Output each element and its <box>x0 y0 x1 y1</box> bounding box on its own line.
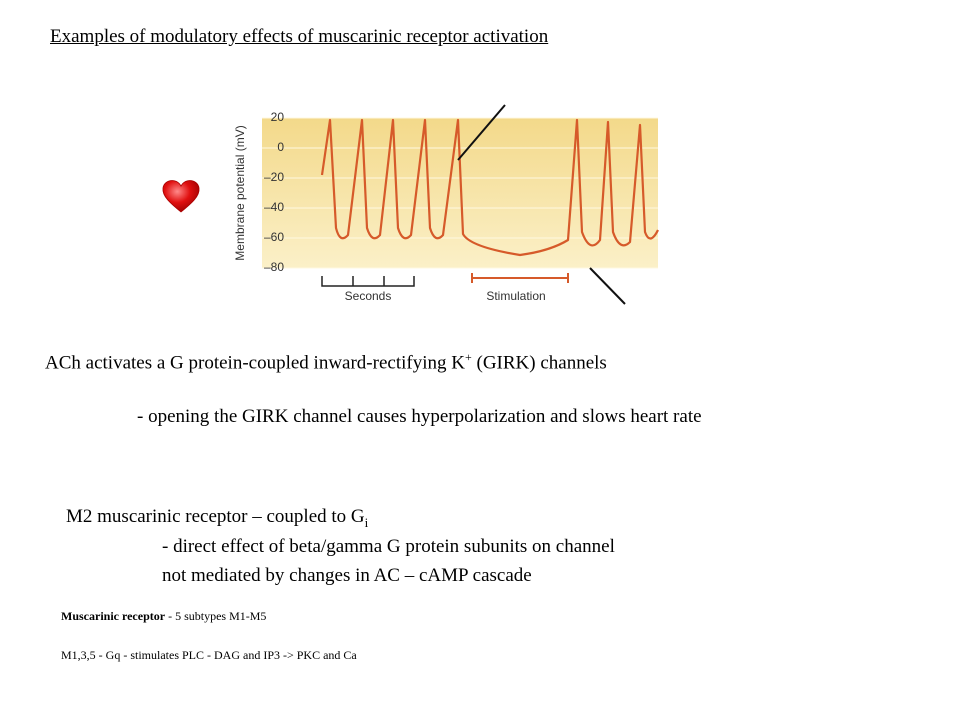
m2-line-1: M2 muscarinic receptor – coupled to Gi <box>66 506 368 531</box>
figure: 200–20–40–60–80 Membrane potential (mV) … <box>162 104 659 305</box>
subscript: i <box>364 514 369 530</box>
text: Muscarinic receptor <box>61 609 166 623</box>
text: M2 muscarinic receptor – coupled to G <box>66 506 365 527</box>
note-line-1: Muscarinic receptor - 5 subtypes M1-M5 <box>61 609 266 624</box>
time-scale-bar <box>321 276 415 287</box>
text: (GIRK) channels <box>471 352 607 374</box>
y-tick-label: –80 <box>264 260 284 274</box>
scale-label: Seconds <box>345 289 392 303</box>
text: - 5 subtypes M1-M5 <box>165 609 267 623</box>
m2-line-3: not mediated by changes in AC – cAMP cas… <box>162 565 532 586</box>
y-tick-label: 20 <box>271 110 285 124</box>
heart-icon <box>162 180 200 213</box>
text: ACh activates a G protein-coupled inward… <box>45 352 465 374</box>
note-line-2: M1,3,5 - Gq - stimulates PLC - DAG and I… <box>61 648 357 662</box>
title: Examples of modulatory effects of muscar… <box>50 26 549 47</box>
girk-line-2: - opening the GIRK channel causes hyperp… <box>137 406 702 427</box>
voltage-trace <box>320 118 659 257</box>
superscript: + <box>464 350 472 364</box>
y-axis-label: Membrane potential (mV) <box>233 125 247 260</box>
pointer-line <box>589 267 626 305</box>
stimulation-bar <box>471 273 569 283</box>
pointer-line <box>457 104 506 161</box>
y-tick-label: –20 <box>264 170 284 184</box>
y-tick-label: 0 <box>277 140 284 154</box>
m2-line-2: - direct effect of beta/gamma G protein … <box>162 536 615 557</box>
stim-label: Stimulation <box>486 289 545 303</box>
y-tick-label: –60 <box>264 230 284 244</box>
girk-line-1: ACh activates a G protein-coupled inward… <box>45 350 607 374</box>
y-tick-label: –40 <box>264 200 284 214</box>
